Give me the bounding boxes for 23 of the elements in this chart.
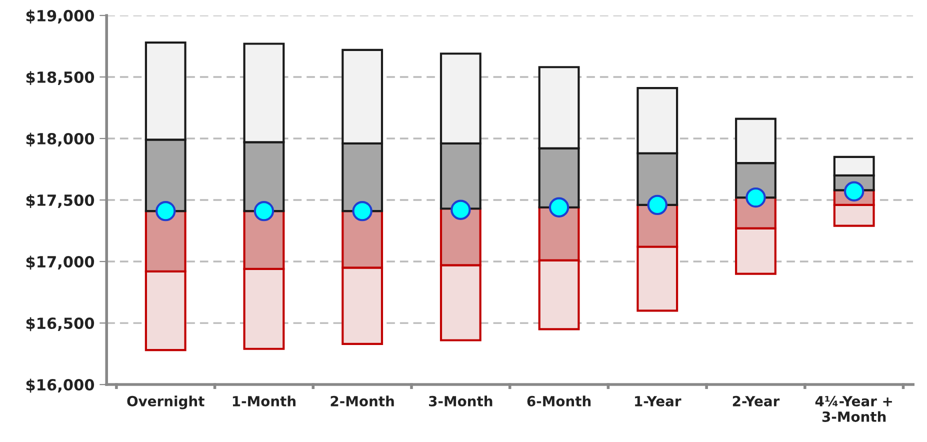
y-tick-label: $17,000 [26, 256, 94, 270]
x-tick-label: 1-Month [232, 396, 296, 406]
point [548, 197, 570, 218]
point [647, 194, 668, 216]
point [352, 200, 372, 222]
point [254, 200, 274, 222]
x-tick-label: Overnight [127, 396, 204, 410]
y-tick-label: $18,500 [26, 71, 94, 86]
x-tick-label: 4¼-Year + 3-Month [815, 396, 892, 422]
point [844, 181, 864, 202]
x-tick-label: 1-Year [635, 396, 682, 406]
x-tick-label: 6-Month [527, 396, 591, 406]
x-tick-label: 2-Month [330, 396, 394, 406]
y-tick-label: $16,500 [26, 317, 94, 332]
x-tick-label: 3-Month [429, 396, 492, 406]
y-tick-label: $16,000 [26, 378, 94, 393]
y-tick-label: $17,500 [26, 194, 94, 208]
x-tick-label: 2-Year [732, 396, 780, 406]
y-tick-label: $18,000 [26, 132, 94, 147]
y-tick-label: $19,000 [26, 10, 94, 24]
point [746, 187, 766, 208]
point [156, 200, 176, 222]
point [450, 200, 471, 220]
